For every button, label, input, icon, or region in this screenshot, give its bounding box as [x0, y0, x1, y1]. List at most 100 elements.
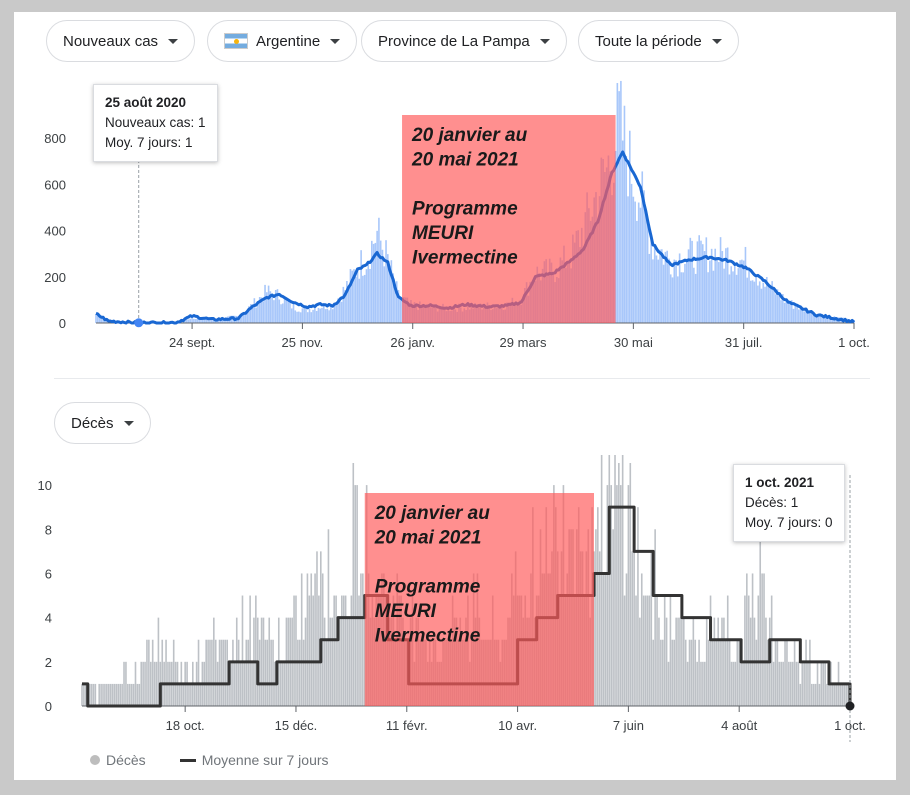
bar — [789, 303, 791, 323]
bar — [298, 639, 301, 706]
bar — [595, 529, 597, 706]
bar — [790, 300, 793, 323]
bar — [96, 314, 99, 323]
bar — [260, 617, 263, 706]
bar — [85, 683, 87, 706]
region-dropdown[interactable]: Province de La Pampa — [361, 20, 567, 62]
bar — [349, 268, 352, 323]
bar — [360, 573, 362, 706]
bar — [299, 312, 302, 323]
bar — [214, 639, 217, 706]
bar — [735, 274, 738, 323]
period-label: Toute la période — [595, 32, 702, 50]
annotation-text: Programme — [412, 199, 518, 220]
annotation-text: 20 janvier au — [374, 503, 491, 524]
bar — [350, 595, 353, 706]
bar — [323, 617, 326, 706]
metric-dropdown[interactable]: Nouveaux cas — [46, 20, 196, 62]
bar — [331, 309, 334, 323]
bar — [209, 639, 211, 706]
bar — [267, 285, 270, 323]
bar — [704, 661, 706, 706]
bar — [661, 249, 663, 323]
bar — [719, 237, 722, 323]
bar — [839, 683, 842, 706]
bar — [623, 105, 626, 323]
bar — [826, 315, 829, 323]
bar — [248, 306, 250, 323]
bar — [646, 595, 649, 706]
bar — [102, 317, 104, 323]
bar — [728, 274, 731, 323]
bar — [153, 661, 156, 706]
bar — [645, 210, 647, 323]
bar — [782, 661, 784, 706]
bar — [266, 292, 268, 323]
x-tick-label: 10 avr. — [498, 718, 537, 733]
bar — [631, 551, 634, 706]
bar — [788, 661, 790, 706]
bar — [351, 270, 354, 323]
bar — [640, 573, 643, 706]
bar — [300, 573, 303, 706]
bar — [243, 661, 246, 706]
bar — [221, 319, 224, 323]
bar — [285, 299, 288, 323]
bar — [710, 248, 713, 323]
bar — [333, 303, 336, 323]
bar — [801, 661, 804, 706]
bar — [395, 281, 398, 323]
annotation-text: 20 mai 2021 — [374, 528, 482, 549]
bar — [767, 286, 770, 323]
bar — [239, 317, 241, 323]
bar — [641, 171, 644, 323]
bar — [812, 683, 815, 706]
bar — [841, 683, 844, 706]
bar — [818, 683, 821, 706]
bar — [157, 617, 160, 706]
bar — [127, 683, 129, 706]
bar — [824, 661, 826, 706]
bar — [612, 529, 614, 706]
bar — [772, 661, 775, 706]
bar — [847, 683, 849, 706]
bar — [677, 617, 679, 706]
bar — [763, 573, 765, 706]
bar — [793, 639, 796, 706]
bar — [210, 318, 213, 323]
bar — [193, 683, 196, 706]
bar — [220, 639, 223, 706]
bar — [822, 661, 825, 706]
bar — [381, 249, 384, 323]
bar — [810, 683, 813, 706]
deaths-metric-dropdown[interactable]: Décès — [54, 402, 151, 444]
bar — [652, 259, 654, 323]
bar — [98, 683, 100, 706]
bar — [257, 301, 259, 323]
bar — [660, 639, 662, 706]
bar — [123, 661, 125, 706]
region-label: Province de La Pampa — [378, 32, 530, 50]
bar — [228, 683, 230, 706]
bar — [287, 301, 289, 323]
country-dropdown[interactable]: Argentine — [207, 20, 358, 62]
bar — [352, 463, 355, 706]
bar — [298, 311, 300, 323]
chevron-down-icon — [711, 38, 722, 44]
bar — [778, 295, 781, 323]
bar — [725, 639, 727, 706]
bar — [694, 639, 697, 706]
bar — [799, 683, 802, 706]
bar — [209, 319, 211, 323]
bar — [845, 683, 847, 706]
bar — [637, 202, 640, 323]
bar — [761, 573, 763, 706]
bar — [314, 573, 316, 706]
bar — [294, 310, 297, 323]
bar — [212, 319, 215, 323]
bar — [281, 661, 284, 706]
bar — [664, 251, 667, 323]
period-dropdown[interactable]: Toute la période — [578, 20, 739, 62]
bar — [104, 683, 106, 706]
bar — [658, 617, 660, 706]
